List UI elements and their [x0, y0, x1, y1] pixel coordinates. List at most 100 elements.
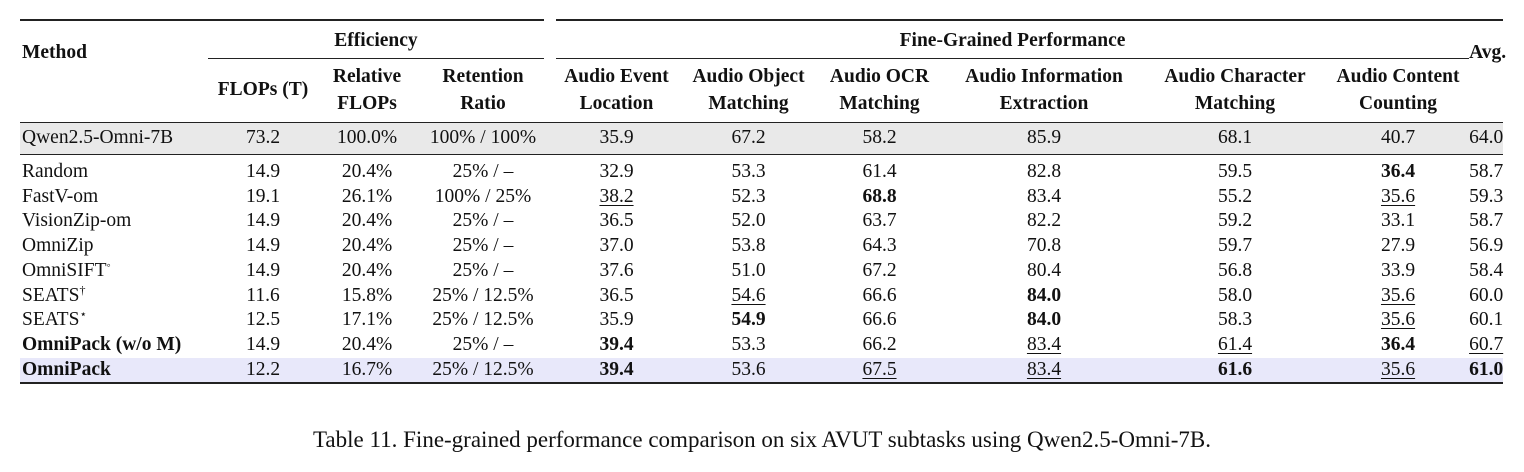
column-header-line: Audio Content [1336, 65, 1460, 87]
value-cell-text: 84.0 [1026, 284, 1062, 306]
value-cell-text: 59.7 [1217, 235, 1253, 257]
method-cell: OmniPack (w/o M) [20, 333, 208, 358]
method-cell-text: OmniPack (w/o M) [22, 333, 182, 355]
value-cell-text: 36.4 [1380, 161, 1416, 182]
value-cell-text: 68.8 [862, 185, 897, 207]
table-row: VisionZip-om 14.9 20.4% 25% / – 36.5 52.0 63.7… [20, 209, 1503, 234]
value-cell: 17.1% [318, 308, 416, 333]
column-header-line: Relative [332, 65, 402, 87]
value-cell-text: 33.1 [1380, 210, 1416, 232]
value-cell-text: 25% / – [452, 259, 514, 281]
method-superscript: † [79, 282, 86, 297]
value-cell: 19.1 [208, 185, 318, 210]
value-cell-text: 68.1 [1217, 126, 1253, 148]
value-cell-text: 83.4 [1026, 358, 1062, 380]
value-cell-text: 36.5 [599, 284, 634, 306]
value-cell-text: 60.0 [1469, 284, 1504, 306]
results-table-body: Qwen2.5-Omni-7B 73.2 100.0% 100% / 100% 35.9… [20, 122, 1504, 384]
value-cell-text: 36.5 [599, 210, 634, 232]
value-cell-text: 27.9 [1380, 235, 1416, 257]
value-cell: 56.9 [1469, 234, 1503, 259]
value-cell: 82.8 [945, 160, 1143, 185]
value-cell: 64.3 [814, 234, 945, 259]
table-row: Random 14.9 20.4% 25% / – 32.9 53.3 61.4 82.8 59… [20, 160, 1503, 185]
value-cell-text: 26.1% [341, 185, 393, 207]
value-cell: 61.4 [1143, 333, 1327, 358]
value-cell: 14.9 [208, 209, 318, 234]
value-cell: 59.7 [1143, 234, 1327, 259]
value-cell-text: 67.2 [862, 259, 897, 281]
value-cell: 82.2 [945, 209, 1143, 234]
value-cell: 25% / 12.5% [416, 308, 550, 333]
header-row-groups: Method Efficiency Fine-Grained Performan… [20, 20, 1506, 63]
value-cell: 59.2 [1143, 209, 1327, 234]
value-cell: 51.0 [683, 259, 814, 284]
value-cell: 58.3 [1143, 308, 1327, 333]
value-cell-text: 82.8 [1026, 161, 1062, 182]
value-cell-text: 14.9 [245, 333, 281, 355]
column-header: Audio Information Extraction [945, 58, 1143, 122]
value-cell-text: 54.6 [731, 284, 766, 306]
value-cell: 53.8 [683, 234, 814, 259]
value-cell: 39.4 [550, 358, 683, 384]
value-cell-text: 61.4 [862, 161, 897, 182]
value-cell: 83.4 [945, 358, 1143, 384]
value-cell-text: 35.6 [1380, 309, 1416, 331]
value-cell-text: 39.4 [599, 333, 634, 355]
column-header-line: Matching [708, 92, 789, 114]
value-cell-text: 38.2 [599, 185, 634, 207]
column-header-line: Audio OCR [829, 65, 930, 87]
value-cell-text: 67.5 [862, 358, 897, 380]
value-cell-text: 58.7 [1469, 210, 1504, 232]
value-cell: 54.6 [683, 284, 814, 309]
value-cell-text: 11.6 [246, 284, 280, 306]
value-cell: 61.0 [1469, 358, 1503, 384]
value-cell-text: 80.4 [1026, 259, 1062, 281]
value-cell: 68.8 [814, 185, 945, 210]
value-cell-text: 66.6 [862, 284, 897, 306]
value-cell-text: 25% / 12.5% [432, 309, 534, 331]
column-header-line: Counting [1359, 92, 1438, 114]
highlight-row: OmniPack 12.2 16.7% 25% / 12.5% 39.4 53.6 67.5… [20, 357, 1503, 384]
value-cell-text: 100% / 25% [434, 185, 532, 207]
column-header: Audio Content Counting [1327, 58, 1469, 122]
value-cell-text: 35.9 [599, 309, 634, 331]
value-cell-text: 100.0% [336, 126, 398, 148]
value-cell: 53.3 [683, 160, 814, 185]
value-cell: 58.7 [1469, 209, 1503, 234]
value-cell: 20.4% [318, 209, 416, 234]
value-cell-text: 25% / – [452, 235, 514, 257]
value-cell: 61.4 [814, 160, 945, 185]
value-cell-text: 53.3 [731, 161, 766, 182]
value-cell-text: 39.4 [599, 358, 634, 380]
value-cell-text: 59.2 [1217, 210, 1253, 232]
avg-header: Avg. [1469, 42, 1507, 63]
value-cell: 37.6 [550, 259, 683, 284]
value-cell-text: 59.3 [1469, 185, 1504, 207]
method-header: Method [22, 42, 87, 63]
value-cell: 35.6 [1327, 358, 1469, 384]
value-cell: 52.3 [683, 185, 814, 210]
value-cell: 25% / 12.5% [416, 358, 550, 384]
method-cell: Random [20, 160, 208, 185]
value-cell-text: 70.8 [1026, 235, 1062, 257]
value-cell-text: 36.4 [1380, 333, 1416, 355]
value-cell-text: 14.9 [245, 161, 281, 182]
value-cell-text: 20.4% [341, 210, 393, 232]
value-cell-text: 25% / – [452, 333, 514, 355]
method-cell: SEATS† [20, 284, 208, 309]
value-cell: 60.1 [1469, 308, 1503, 333]
value-cell-text: 20.4% [341, 259, 393, 281]
value-cell-text: 12.5 [245, 309, 281, 331]
value-cell-text: 58.2 [862, 126, 897, 148]
value-cell-text: 63.7 [862, 210, 897, 232]
table-row: OmniPack (w/o M) 14.9 20.4% 25% / – 39.4 53.3… [20, 333, 1503, 358]
value-cell: 36.5 [550, 284, 683, 309]
value-cell-text: 64.3 [862, 235, 897, 257]
column-header: Audio OCR Matching [814, 58, 945, 122]
value-cell: 56.8 [1143, 259, 1327, 284]
value-cell-text: 58.7 [1469, 161, 1504, 182]
value-cell: 63.7 [814, 209, 945, 234]
value-cell-text: 35.6 [1380, 284, 1416, 306]
value-cell: 35.6 [1327, 284, 1469, 309]
